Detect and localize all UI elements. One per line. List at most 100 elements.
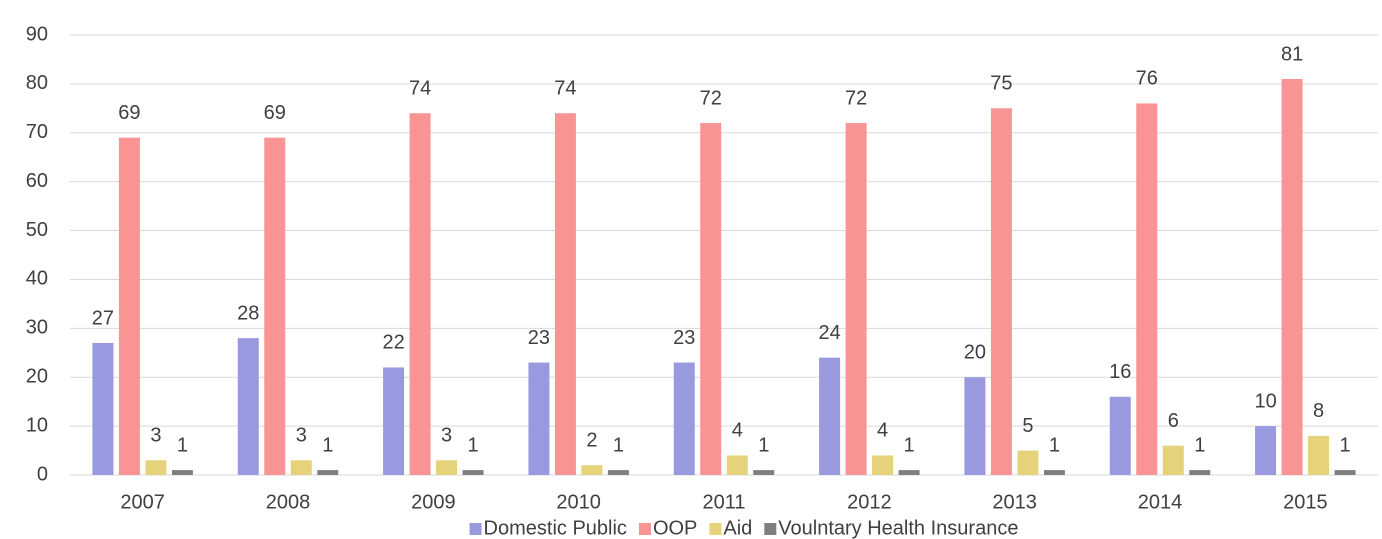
x-tick-label: 2013 [992,491,1037,513]
data-label: 2 [586,430,597,452]
legend-swatch [469,523,482,535]
bar [607,470,629,475]
bar [237,338,259,475]
y-tick-label: 80 [26,72,48,94]
bar [819,357,841,475]
data-label: 8 [1313,400,1324,422]
data-label: 27 [92,307,114,329]
legend-label: OOP [653,517,697,539]
bar [118,137,140,475]
bar [1109,396,1131,475]
bar [753,470,775,475]
data-label: 1 [322,434,333,456]
data-label: 4 [877,420,888,442]
bar [726,455,748,475]
data-label: 20 [964,342,986,364]
bar [898,470,920,475]
data-label: 76 [1136,68,1158,90]
data-label: 1 [1049,434,1060,456]
y-tick-label: 70 [26,121,48,143]
legend-label: Voulntary Health Insurance [778,517,1018,539]
y-tick-label: 30 [26,317,48,339]
bar [92,343,114,475]
data-label: 1 [1340,434,1351,456]
bar [528,362,550,475]
legend-swatch [709,523,722,535]
data-label: 3 [296,425,307,447]
legend-swatch [764,523,777,535]
y-tick-label: 0 [37,463,48,485]
x-tick-label: 2015 [1283,491,1328,513]
data-label: 75 [990,73,1012,95]
bar [1189,470,1211,475]
data-label: 23 [673,327,695,349]
x-tick-label: 2012 [847,491,892,513]
data-label: 1 [468,434,479,456]
bar [1017,450,1039,475]
bar [462,470,484,475]
data-label: 69 [264,102,286,124]
bar [1162,445,1184,475]
data-label: 1 [177,434,188,456]
data-label: 16 [1109,361,1131,383]
bar [1136,103,1158,475]
bar [581,465,603,475]
bar [171,470,193,475]
x-tick-label: 2014 [1138,491,1183,513]
x-tick-label: 2010 [556,491,601,513]
bar [990,108,1012,475]
x-tick-label: 2008 [266,491,311,513]
data-label: 1 [613,434,624,456]
data-label: 1 [758,434,769,456]
data-label: 72 [700,87,722,109]
bar [1334,470,1356,475]
y-tick-label: 20 [26,366,48,388]
data-label: 72 [845,87,867,109]
data-label: 74 [409,78,431,100]
bar [673,362,695,475]
data-label: 74 [554,78,576,100]
data-label: 1 [1194,434,1205,456]
bar [554,113,576,475]
bar [845,123,867,475]
legend-label: Aid [723,517,752,539]
y-tick-label: 90 [26,23,48,45]
bar [145,460,167,475]
data-label: 10 [1254,390,1276,412]
data-label: 24 [818,322,840,344]
legend-swatch [638,523,651,535]
data-label: 5 [1022,415,1033,437]
data-label: 22 [382,332,404,354]
bar [290,460,312,475]
data-label: 4 [732,420,743,442]
legend-label: Domestic Public [484,517,627,539]
bar [1281,79,1303,475]
data-label: 3 [441,425,452,447]
y-tick-label: 40 [26,268,48,290]
bar [1255,426,1277,475]
bar [1043,470,1065,475]
x-tick-label: 2009 [411,491,456,513]
bar [964,377,986,475]
bar [436,460,458,475]
data-label: 69 [118,102,140,124]
bar [872,455,894,475]
bar [409,113,431,475]
data-label: 6 [1168,410,1179,432]
data-label: 1 [904,434,915,456]
data-label: 3 [150,425,161,447]
bar [383,367,405,475]
y-tick-label: 50 [26,219,48,241]
x-tick-label: 2007 [120,491,165,513]
bar [264,137,286,475]
x-tick-label: 2011 [702,491,745,513]
data-label: 28 [237,302,259,324]
y-tick-label: 60 [26,170,48,192]
data-label: 81 [1281,43,1303,65]
data-label: 23 [528,327,550,349]
bar [700,123,722,475]
y-tick-label: 10 [26,414,48,436]
bar [317,470,339,475]
bar [1308,435,1330,475]
